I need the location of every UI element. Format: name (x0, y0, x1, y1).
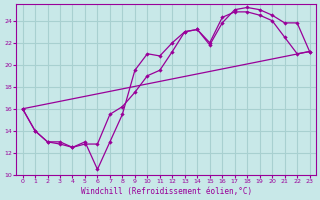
X-axis label: Windchill (Refroidissement éolien,°C): Windchill (Refroidissement éolien,°C) (81, 187, 252, 196)
